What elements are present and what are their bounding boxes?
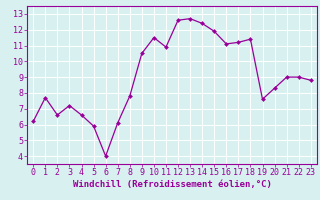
X-axis label: Windchill (Refroidissement éolien,°C): Windchill (Refroidissement éolien,°C)	[73, 180, 271, 189]
